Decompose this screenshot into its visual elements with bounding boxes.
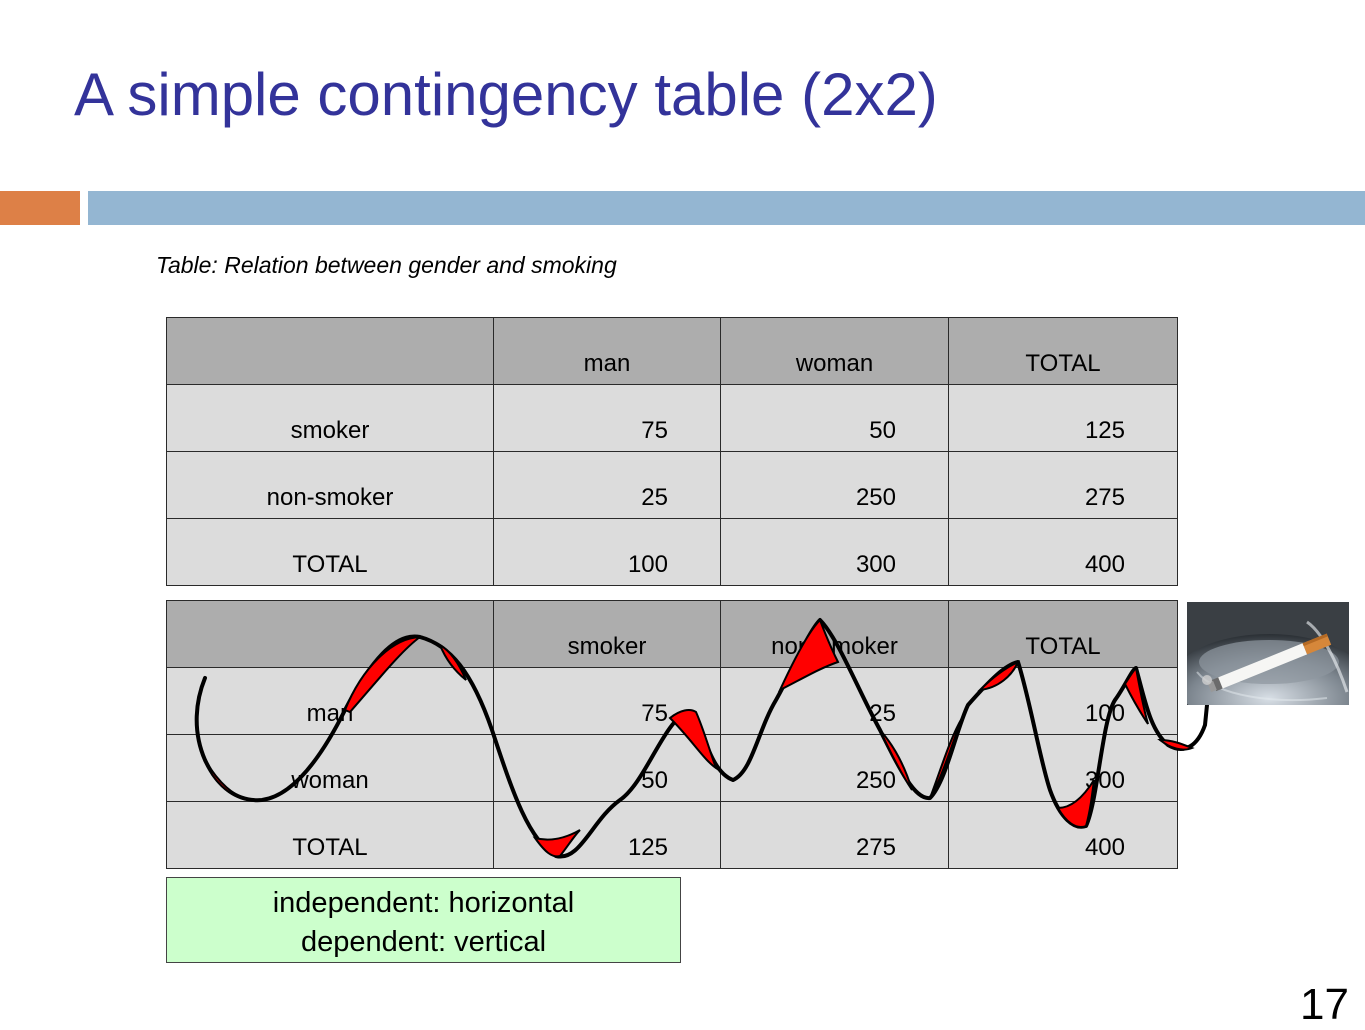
table-cell: 125 [493, 801, 721, 869]
cigarette-ashtray-photo-icon [1187, 602, 1349, 705]
table-header-row: smoker non-smoker TOTAL [166, 600, 1178, 668]
table-row: woman 50 250 300 [166, 734, 1178, 802]
table-row: smoker 75 50 125 [166, 384, 1178, 452]
table-cell: 25 [493, 451, 721, 519]
header-cell [166, 317, 494, 385]
table-row: TOTAL 100 300 400 [166, 518, 1178, 586]
table-row: non-smoker 25 250 275 [166, 451, 1178, 519]
header-cell: TOTAL [948, 600, 1178, 668]
table-cell: 275 [948, 451, 1178, 519]
note-line-independent: independent: horizontal [272, 887, 575, 919]
table-caption: Table: Relation between gender and smoki… [156, 252, 617, 278]
slide-title: A simple contingency table (2x2) [74, 61, 938, 128]
table-cell: 250 [720, 734, 949, 802]
accent-bar-orange [0, 191, 80, 225]
table-cell: 75 [493, 384, 721, 452]
row-label: TOTAL [166, 801, 494, 869]
row-label: man [166, 667, 494, 735]
table-cell: 300 [948, 734, 1178, 802]
header-cell: non-smoker [720, 600, 949, 668]
table-cell: 400 [948, 801, 1178, 869]
contingency-table-struck-out: smoker non-smoker TOTAL man 75 25 100 wo… [166, 600, 1178, 869]
row-label: smoker [166, 384, 494, 452]
table-row: man 75 25 100 [166, 667, 1178, 735]
page-number: 17 [1300, 980, 1349, 1029]
table-cell: 300 [720, 518, 949, 586]
accent-bar-blue [88, 191, 1365, 225]
table-header-row: man woman TOTAL [166, 317, 1178, 385]
table-cell: 250 [720, 451, 949, 519]
row-label: woman [166, 734, 494, 802]
table-cell: 75 [493, 667, 721, 735]
header-cell: man [493, 317, 721, 385]
table-cell: 275 [720, 801, 949, 869]
table-row: TOTAL 125 275 400 [166, 801, 1178, 869]
row-label: non-smoker [166, 451, 494, 519]
table-cell: 125 [948, 384, 1178, 452]
header-cell: smoker [493, 600, 721, 668]
table-cell: 50 [720, 384, 949, 452]
table-cell: 50 [493, 734, 721, 802]
header-cell: woman [720, 317, 949, 385]
table-cell: 25 [720, 667, 949, 735]
header-cell [166, 600, 494, 668]
variable-role-note: independent: horizontal dependent: verti… [166, 877, 681, 963]
table-cell: 100 [948, 667, 1178, 735]
note-line-dependent: dependent: vertical [300, 926, 547, 958]
table-cell: 100 [493, 518, 721, 586]
header-cell: TOTAL [948, 317, 1178, 385]
row-label: TOTAL [166, 518, 494, 586]
table-cell: 400 [948, 518, 1178, 586]
contingency-table-gender-smoking: man woman TOTAL smoker 75 50 125 non-smo… [166, 317, 1178, 586]
